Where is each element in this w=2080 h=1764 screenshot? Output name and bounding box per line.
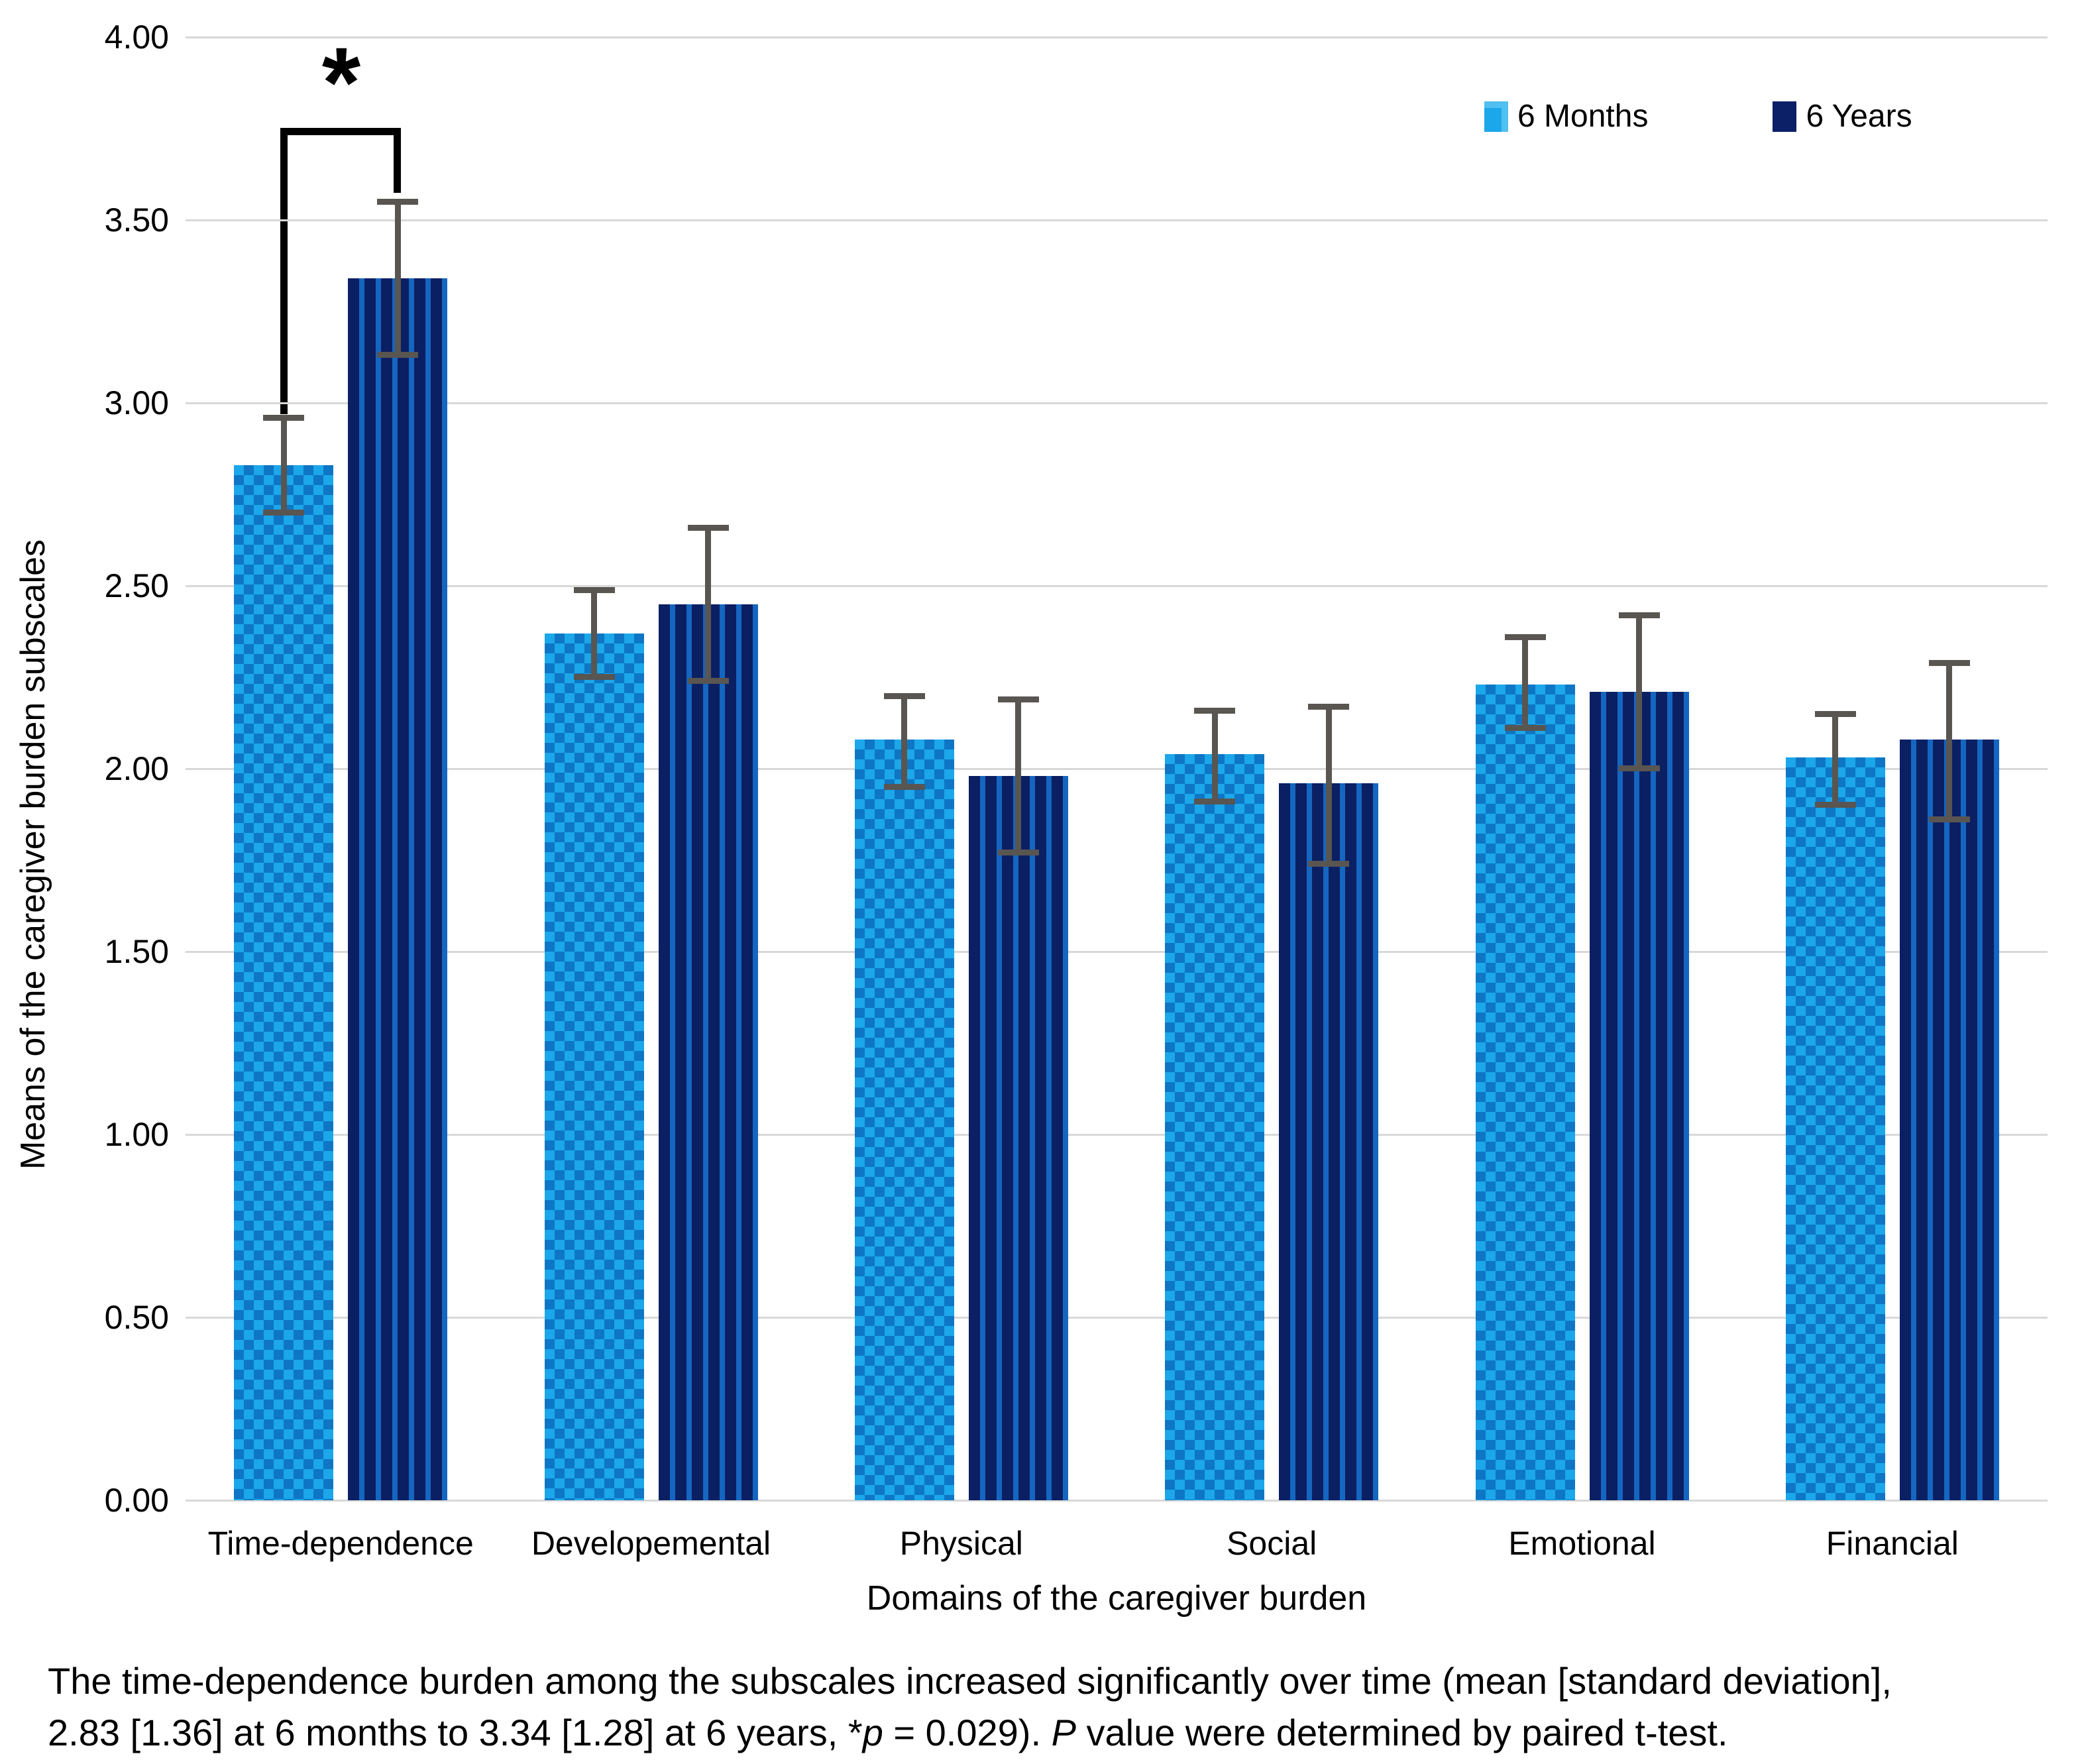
y-tick-label: 3.50	[104, 201, 169, 239]
legend-swatch-6-years	[1773, 101, 1797, 132]
error-bar-cap-bottom	[997, 849, 1039, 855]
x-category-label: Social	[1227, 1525, 1317, 1562]
figure-caption: The time-dependence burden among the sub…	[48, 1655, 2055, 1759]
gridline	[186, 402, 2048, 404]
bar-6-months-social	[1165, 753, 1265, 1500]
y-tick-label: 3.00	[104, 384, 169, 421]
error-bar-line	[1636, 615, 1642, 769]
significance-bracket-horizontal	[280, 128, 401, 135]
plot-area: *	[186, 27, 2048, 1502]
error-bar-cap-top	[687, 524, 729, 531]
bar-6-months-time-dependence	[234, 465, 334, 1500]
gridline	[186, 1317, 2048, 1319]
caption-line2-mid: = 0.029).	[883, 1712, 1052, 1753]
error-bar-line	[1832, 714, 1839, 806]
y-tick-label: 0.50	[104, 1299, 169, 1336]
significance-bracket-left-leg	[280, 128, 288, 414]
caption-line2-start: 2.83 [1.36] at 6 months to 3.34 [1.28] a…	[48, 1712, 863, 1753]
bar-6-years-time-dependence	[348, 278, 448, 1500]
error-bar-cap-bottom	[687, 677, 729, 684]
error-bar-cap-top	[573, 586, 615, 593]
y-tick-label: 2.50	[104, 567, 169, 604]
legend-label-6-years: 6 Years	[1806, 99, 1912, 134]
x-axis-title: Domains of the caregiver burden	[866, 1579, 1367, 1618]
error-bar-cap-bottom	[1504, 725, 1546, 732]
error-bar-line	[1946, 662, 1953, 820]
caption-p-italic: p	[862, 1712, 883, 1753]
significance-bracket-right-leg	[394, 128, 401, 193]
bar-6-years-physical	[968, 776, 1068, 1500]
y-tick-label: 0.00	[104, 1482, 169, 1519]
caption-line1: The time-dependence burden among the sub…	[48, 1660, 1892, 1702]
y-tick-label: 1.00	[104, 1116, 169, 1153]
error-bar-cap-top	[377, 199, 419, 205]
error-bar-cap-top	[263, 415, 305, 421]
legend-item-6-years: 6 Years	[1773, 98, 1912, 135]
bar-6-months-emotional	[1475, 685, 1575, 1500]
error-bar-line	[1325, 706, 1332, 864]
legend-swatch-6-months	[1484, 101, 1508, 132]
error-bar-line	[280, 417, 287, 513]
gridline	[186, 585, 2048, 587]
bar-6-months-financial	[1785, 757, 1885, 1500]
error-bar-cap-top	[1194, 707, 1236, 714]
error-bar-cap-bottom	[1618, 765, 1660, 771]
y-tick-label: 2.00	[104, 750, 169, 787]
x-category-label: Emotional	[1508, 1525, 1656, 1562]
error-bar-line	[1015, 699, 1022, 853]
caption-P-italic: P	[1051, 1712, 1076, 1753]
error-bar-cap-top	[883, 692, 925, 699]
bar-6-years-financial	[1899, 739, 1999, 1500]
gridline	[186, 219, 2048, 221]
error-bar-line	[1211, 710, 1218, 802]
error-bar-line	[394, 201, 401, 356]
bar-6-months-developemental	[544, 633, 644, 1500]
error-bar-cap-bottom	[1928, 816, 1970, 823]
x-category-label: Financial	[1826, 1525, 1959, 1562]
error-bar-cap-bottom	[573, 674, 615, 680]
x-category-label: Developemental	[531, 1525, 771, 1562]
error-bar-cap-bottom	[377, 352, 419, 358]
error-bar-cap-top	[1504, 634, 1546, 641]
error-bar-line	[705, 527, 711, 681]
gridline	[186, 768, 2048, 770]
bar-6-years-emotional	[1589, 692, 1689, 1500]
legend-item-6-months: 6 Months	[1484, 98, 1648, 135]
error-bar-cap-bottom	[1194, 798, 1236, 804]
error-bar-line	[591, 589, 597, 677]
y-tick-label: 1.50	[104, 933, 169, 970]
bar-6-months-physical	[854, 739, 954, 1500]
legend-label-6-months: 6 Months	[1517, 99, 1649, 134]
error-bar-cap-bottom	[1814, 802, 1856, 808]
x-category-label: Physical	[899, 1525, 1023, 1562]
y-tick-label: 4.00	[104, 19, 169, 56]
gridline	[186, 1500, 2048, 1502]
error-bar-cap-top	[1814, 711, 1856, 718]
error-bar-cap-top	[997, 696, 1039, 703]
error-bar-line	[1522, 637, 1528, 729]
error-bar-cap-top	[1308, 704, 1350, 710]
x-category-label: Time-dependence	[207, 1525, 474, 1562]
error-bar-cap-bottom	[1308, 860, 1350, 867]
gridline	[186, 951, 2048, 953]
significance-asterisk: *	[321, 27, 361, 138]
error-bar-cap-bottom	[883, 783, 925, 790]
error-bar-cap-bottom	[263, 509, 305, 516]
gridline	[186, 1134, 2048, 1136]
bar-6-years-developemental	[658, 604, 758, 1500]
bar-6-years-social	[1279, 783, 1379, 1500]
error-bar-cap-top	[1618, 612, 1660, 619]
error-bar-cap-top	[1928, 659, 1970, 666]
caption-line2-end: value were determined by paired t-test.	[1075, 1712, 1728, 1753]
legend: 6 Months 6 Years	[1484, 98, 1912, 135]
gridline	[186, 36, 2048, 38]
error-bar-line	[901, 695, 908, 787]
